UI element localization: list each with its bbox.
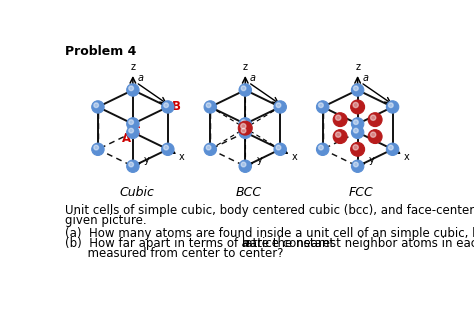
Circle shape: [162, 101, 174, 113]
Text: B: B: [172, 100, 181, 113]
Circle shape: [241, 162, 246, 167]
Text: (b)  How far apart in terms of lattice constant: (b) How far apart in terms of lattice co…: [65, 237, 338, 250]
Circle shape: [238, 121, 252, 135]
Text: (b)  How far apart in terms of lattice constant: (b) How far apart in terms of lattice co…: [65, 237, 338, 250]
Circle shape: [129, 120, 134, 125]
Circle shape: [241, 120, 246, 125]
Text: a: a: [137, 73, 144, 83]
Circle shape: [276, 103, 281, 108]
Text: FCC: FCC: [349, 186, 374, 199]
Circle shape: [239, 84, 251, 96]
Circle shape: [129, 128, 134, 133]
Circle shape: [276, 145, 281, 150]
Circle shape: [164, 145, 168, 150]
Circle shape: [162, 143, 174, 156]
Circle shape: [241, 128, 246, 133]
Circle shape: [354, 128, 358, 133]
Circle shape: [351, 84, 364, 96]
Text: Cubic: Cubic: [119, 186, 154, 199]
Text: x: x: [179, 152, 185, 162]
Text: y: y: [256, 155, 262, 165]
Circle shape: [333, 130, 347, 144]
Circle shape: [351, 100, 365, 114]
Circle shape: [239, 126, 251, 139]
Circle shape: [354, 162, 358, 167]
Text: z: z: [355, 62, 360, 72]
Circle shape: [127, 84, 139, 96]
Text: given picture.: given picture.: [65, 214, 147, 227]
Circle shape: [274, 101, 286, 113]
Text: (a)  How many atoms are found inside a unit cell of an simple cubic, bcc, and fc: (a) How many atoms are found inside a un…: [65, 227, 474, 240]
Circle shape: [354, 120, 358, 125]
Circle shape: [241, 124, 246, 129]
Circle shape: [164, 103, 168, 108]
Text: C: C: [131, 126, 140, 139]
Circle shape: [389, 145, 393, 150]
Text: a: a: [363, 73, 368, 83]
Circle shape: [319, 145, 323, 150]
Circle shape: [239, 118, 251, 130]
Circle shape: [206, 145, 211, 150]
Circle shape: [336, 115, 341, 120]
Circle shape: [386, 101, 399, 113]
Circle shape: [351, 143, 365, 156]
Circle shape: [353, 145, 358, 150]
Circle shape: [241, 86, 246, 91]
Circle shape: [206, 103, 211, 108]
Circle shape: [368, 113, 382, 127]
Circle shape: [274, 143, 286, 156]
Circle shape: [204, 101, 217, 113]
Text: z: z: [243, 62, 248, 72]
Circle shape: [371, 115, 376, 120]
Circle shape: [204, 143, 217, 156]
Circle shape: [353, 102, 358, 108]
Circle shape: [368, 130, 382, 144]
Circle shape: [333, 113, 347, 127]
Text: BCC: BCC: [236, 186, 262, 199]
Text: x: x: [404, 152, 410, 162]
Circle shape: [371, 132, 376, 137]
Text: are the nearest neighbor atoms in each case,: are the nearest neighbor atoms in each c…: [246, 237, 474, 250]
Circle shape: [92, 143, 104, 156]
Text: Unit cells of simple cubic, body centered cubic (bcc), and face-centered cubic (: Unit cells of simple cubic, body centere…: [65, 204, 474, 217]
Text: y: y: [369, 155, 374, 165]
Circle shape: [351, 126, 364, 139]
Circle shape: [354, 86, 358, 91]
Text: z: z: [130, 62, 136, 72]
Circle shape: [129, 162, 134, 167]
Circle shape: [129, 86, 134, 91]
Circle shape: [127, 126, 139, 139]
Text: y: y: [144, 155, 150, 165]
Circle shape: [351, 118, 364, 130]
Circle shape: [92, 101, 104, 113]
Text: Problem 4: Problem 4: [65, 45, 137, 58]
Circle shape: [317, 143, 329, 156]
Circle shape: [127, 118, 139, 130]
Text: measured from center to center?: measured from center to center?: [65, 247, 284, 260]
Circle shape: [386, 143, 399, 156]
Circle shape: [336, 132, 341, 137]
Circle shape: [127, 160, 139, 172]
Circle shape: [351, 160, 364, 172]
Text: a: a: [242, 237, 250, 250]
Text: x: x: [292, 152, 297, 162]
Circle shape: [94, 103, 99, 108]
Circle shape: [317, 101, 329, 113]
Circle shape: [94, 145, 99, 150]
Circle shape: [319, 103, 323, 108]
Circle shape: [389, 103, 393, 108]
Text: a: a: [250, 73, 256, 83]
Text: A: A: [122, 132, 131, 145]
Circle shape: [239, 160, 251, 172]
